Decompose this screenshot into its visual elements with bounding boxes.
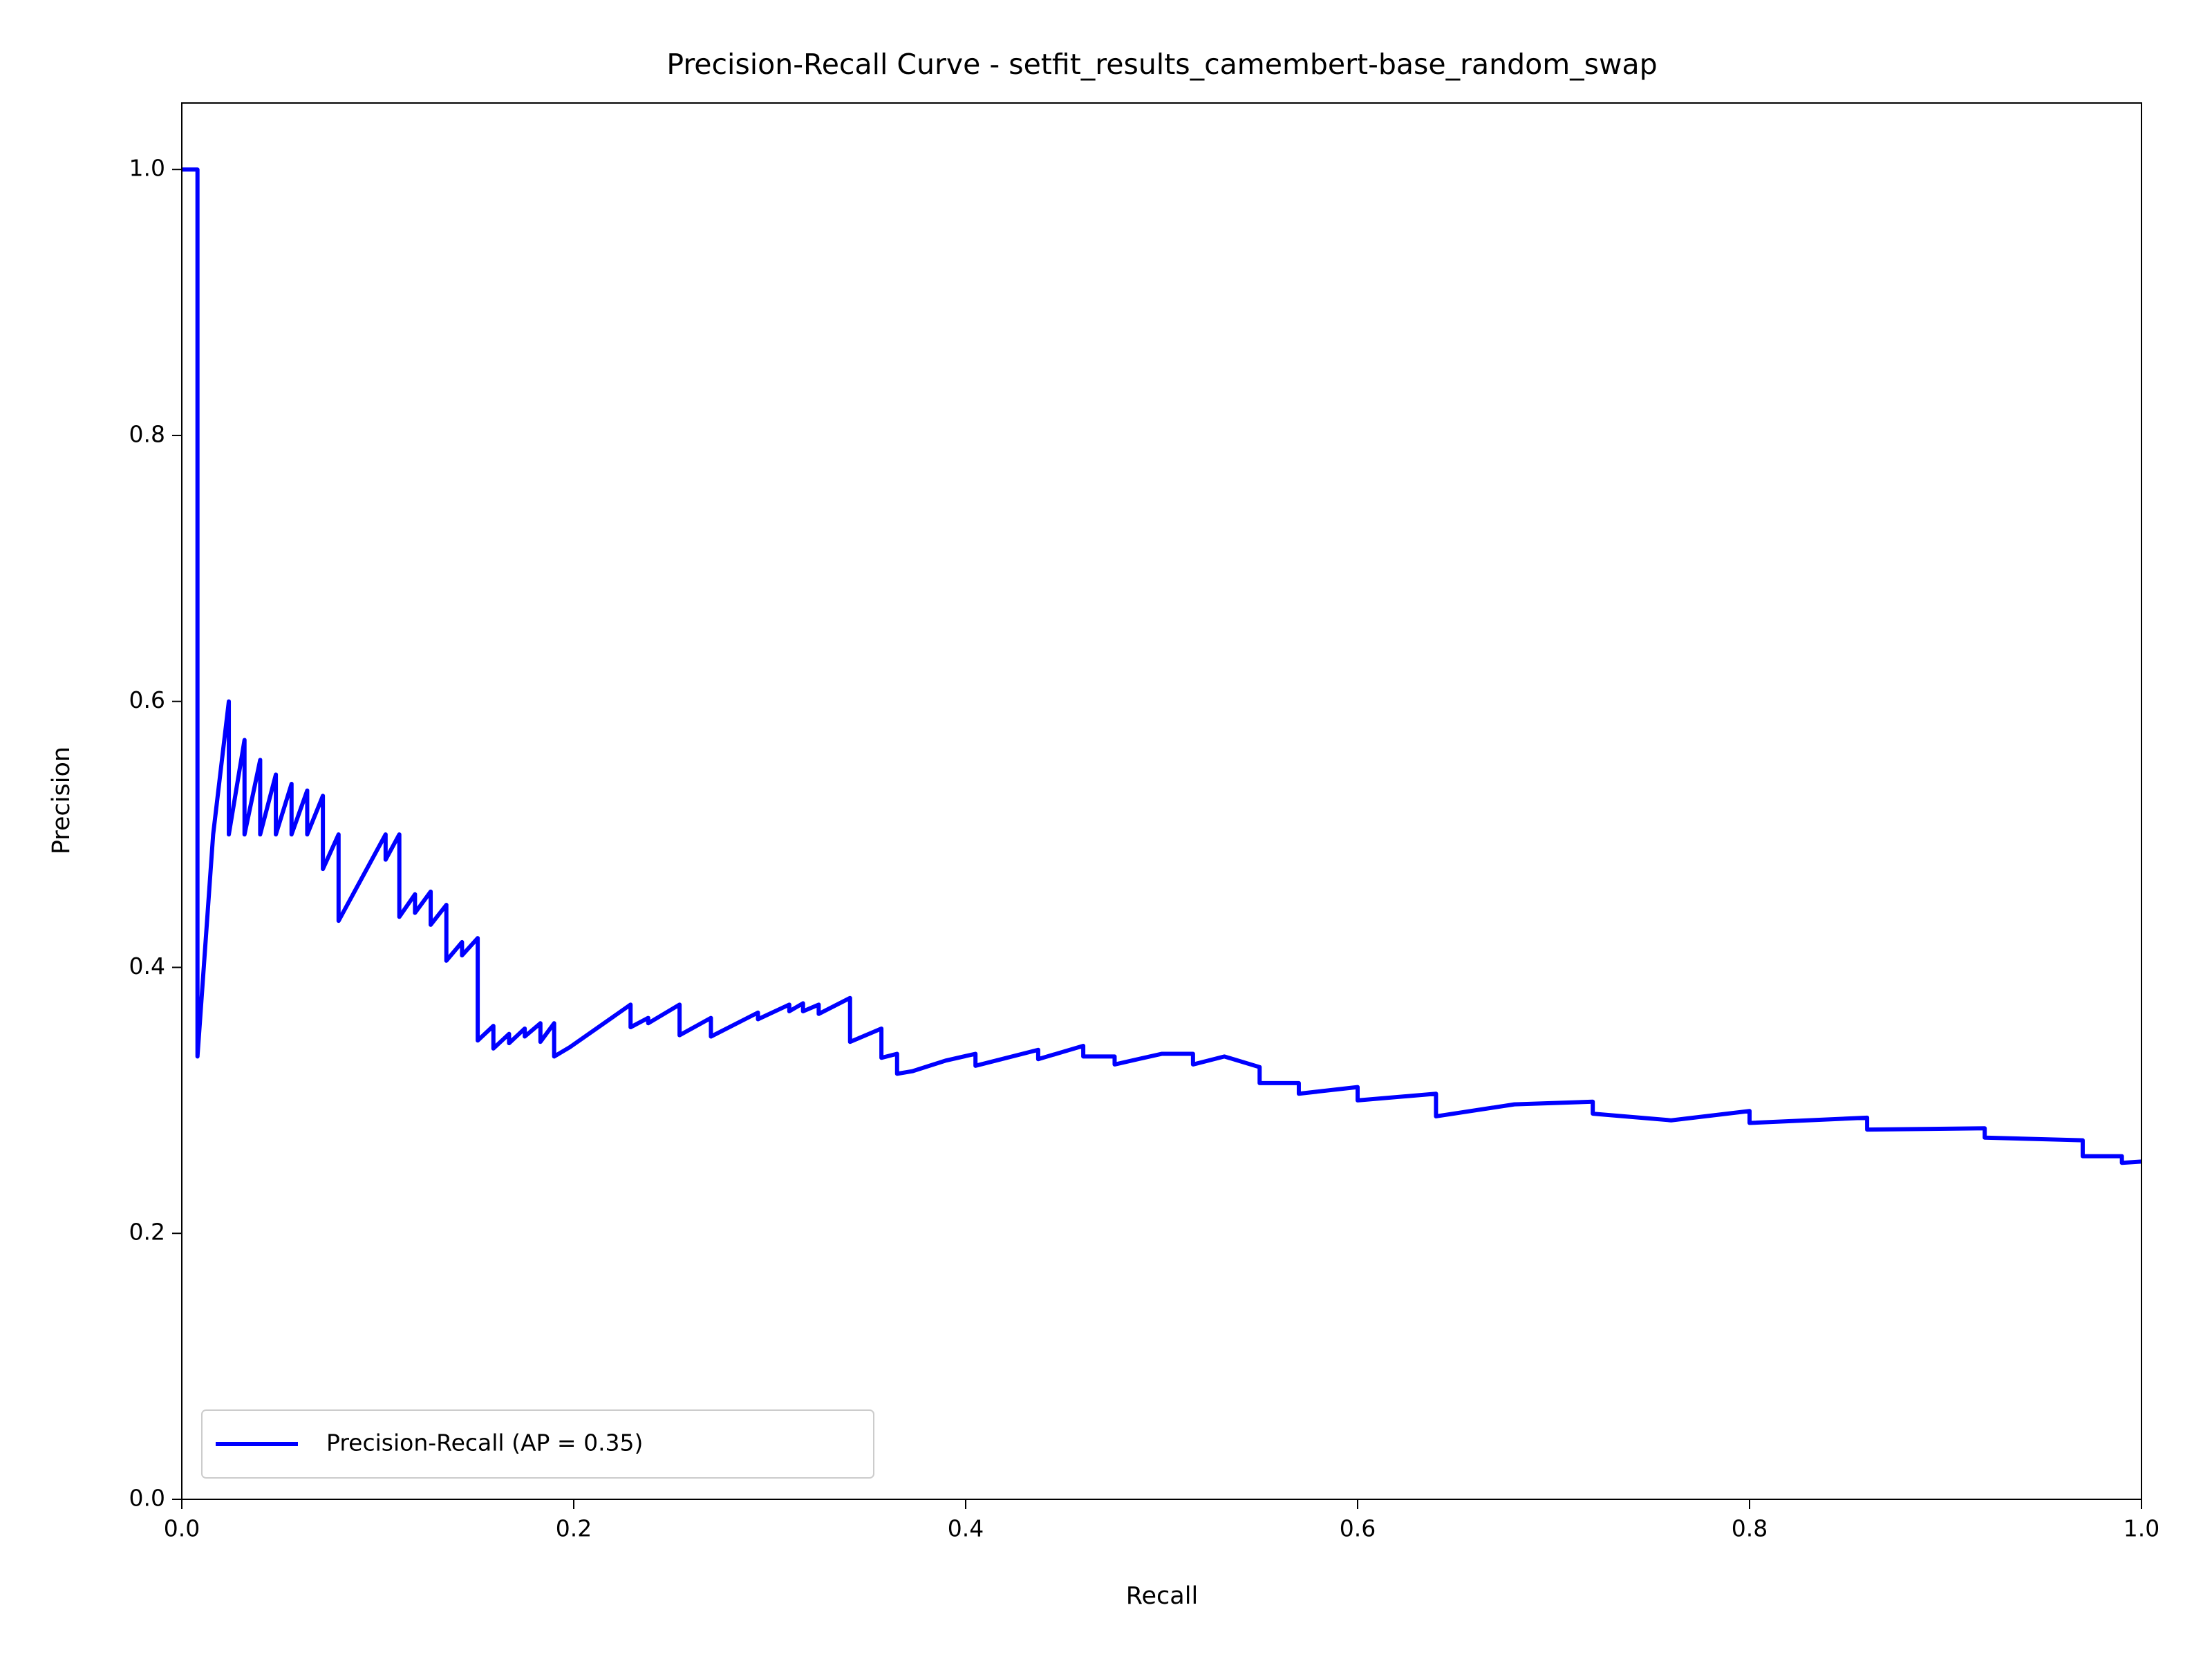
y-tick-label: 0.4 [129, 953, 165, 980]
y-tick-label: 0.8 [129, 420, 165, 447]
x-tick-label: 0.2 [556, 1515, 592, 1542]
y-tick-label: 1.0 [129, 155, 165, 182]
y-tick-label: 0.0 [129, 1485, 165, 1512]
x-tick-label: 0.4 [948, 1515, 984, 1542]
legend-box [201, 1409, 874, 1479]
y-axis-label: Precision [48, 747, 75, 854]
y-tick-label: 0.6 [129, 686, 165, 713]
x-tick-label: 0.0 [164, 1515, 200, 1542]
legend-label: Precision-Recall (AP = 0.35) [326, 1430, 643, 1456]
x-axis-label: Recall [1126, 1582, 1198, 1610]
x-tick-label: 1.0 [2124, 1515, 2159, 1542]
x-tick-label: 0.6 [1340, 1515, 1376, 1542]
x-tick-label: 0.8 [1732, 1515, 1768, 1542]
y-tick-label: 0.2 [129, 1219, 165, 1246]
pr-curve [182, 167, 2142, 1165]
chart-title: Precision-Recall Curve - setfit_results_… [666, 48, 1657, 81]
plot-frame [181, 102, 2142, 1500]
